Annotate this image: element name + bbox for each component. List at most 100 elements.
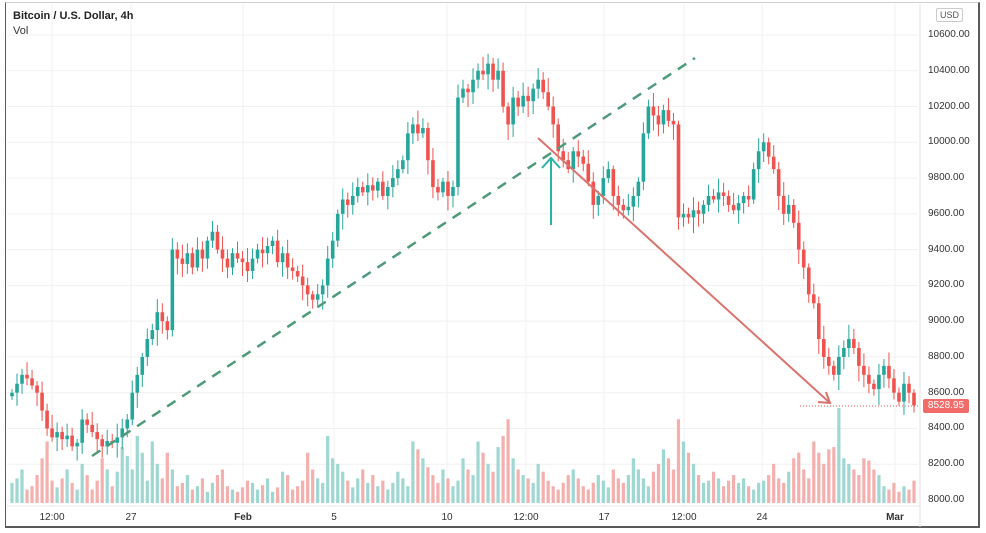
candle-body bbox=[416, 124, 420, 134]
volume-bar bbox=[200, 478, 205, 503]
candle-body bbox=[240, 258, 245, 263]
volume-bar bbox=[451, 486, 455, 503]
time-tick-label: Feb bbox=[234, 512, 252, 523]
price-tick-label: 10200.00 bbox=[928, 100, 970, 112]
candle-body bbox=[105, 440, 110, 447]
volume-bar bbox=[551, 486, 555, 503]
candle-body bbox=[391, 178, 395, 188]
volume-bar bbox=[541, 471, 545, 503]
price-tick-label: 8600.00 bbox=[928, 386, 965, 398]
candle-body bbox=[155, 312, 160, 331]
candle-body bbox=[561, 151, 566, 161]
candle-body bbox=[837, 356, 841, 375]
volume-bar bbox=[822, 463, 826, 503]
candle-body bbox=[205, 240, 210, 259]
candle-body bbox=[280, 253, 285, 263]
candle-body bbox=[531, 88, 535, 102]
volume-bar bbox=[50, 480, 54, 503]
volume-bar bbox=[105, 469, 109, 503]
volume-bar bbox=[165, 452, 169, 503]
candle-body bbox=[250, 258, 255, 272]
candle-body bbox=[872, 383, 876, 390]
candle-body bbox=[461, 88, 465, 98]
candle-body bbox=[40, 392, 44, 411]
candle-body bbox=[396, 169, 400, 179]
volume-bar bbox=[857, 475, 861, 503]
candle-body bbox=[847, 339, 851, 348]
volume-bar bbox=[832, 447, 836, 503]
volume-bar bbox=[481, 452, 485, 503]
candle-body bbox=[230, 253, 235, 268]
volume-bar bbox=[887, 489, 891, 503]
volume-bar bbox=[646, 486, 651, 503]
volume-bar bbox=[792, 458, 796, 503]
volume-bar bbox=[581, 486, 585, 503]
volume-bar bbox=[842, 458, 846, 503]
candle-body bbox=[516, 97, 520, 107]
volume-bar bbox=[456, 480, 460, 503]
volume-bar bbox=[235, 491, 240, 503]
volume-bar bbox=[872, 469, 876, 503]
candle-body bbox=[456, 97, 460, 188]
candle-body bbox=[471, 79, 475, 93]
candle-body bbox=[270, 240, 275, 247]
candle-body bbox=[671, 120, 676, 125]
volume-bar bbox=[195, 486, 200, 503]
candle-body bbox=[811, 294, 816, 304]
volume-bar bbox=[531, 482, 535, 503]
volume-bar bbox=[752, 489, 756, 503]
candle-body bbox=[691, 210, 696, 218]
candle-body bbox=[781, 195, 786, 214]
volume-bar bbox=[210, 482, 215, 503]
volume-bar bbox=[20, 469, 24, 503]
volume-bar bbox=[205, 491, 210, 503]
volume-bar bbox=[10, 482, 14, 503]
candle-body bbox=[586, 163, 591, 182]
volume-bar bbox=[546, 480, 550, 503]
volume-bar bbox=[471, 475, 475, 503]
volume-bar bbox=[386, 489, 390, 503]
candle-body bbox=[255, 249, 260, 259]
currency-badge[interactable]: USD bbox=[936, 8, 964, 22]
volume-bar bbox=[696, 475, 701, 503]
candle-body bbox=[606, 169, 611, 179]
volume-bar bbox=[110, 486, 114, 503]
volume-bar bbox=[757, 482, 761, 503]
candle-body bbox=[641, 133, 646, 182]
price-tick-label: 9600.00 bbox=[928, 207, 965, 219]
volume-bar bbox=[341, 471, 345, 503]
candle-body bbox=[481, 70, 485, 75]
volume-bar bbox=[812, 441, 816, 503]
candle-body bbox=[330, 240, 335, 259]
candle-body bbox=[541, 79, 545, 93]
volume-bar bbox=[240, 487, 245, 503]
volume-bar bbox=[120, 447, 124, 503]
volume-bar bbox=[391, 482, 395, 503]
time-tick-label: 12:00 bbox=[671, 512, 697, 523]
candle-body bbox=[130, 392, 135, 420]
price-tick-label: 9400.00 bbox=[928, 243, 965, 255]
volume-bar bbox=[316, 478, 320, 503]
volume-bar bbox=[306, 452, 310, 503]
time-tick-label: 12:00 bbox=[39, 512, 65, 523]
volume-bar bbox=[190, 489, 194, 503]
volume-bar bbox=[35, 475, 39, 503]
volume-bar bbox=[867, 460, 871, 503]
volume-bar bbox=[706, 480, 711, 503]
volume-bar bbox=[30, 486, 34, 503]
candle-body bbox=[907, 383, 911, 393]
candle-body bbox=[426, 128, 430, 161]
volume-bar bbox=[807, 478, 811, 503]
volume-bar bbox=[90, 489, 94, 503]
candle-body bbox=[852, 339, 856, 348]
candle-body bbox=[827, 356, 831, 366]
chart-title: Bitcoin / U.S. Dollar, 4h bbox=[13, 10, 134, 22]
candle-body bbox=[486, 63, 490, 75]
candle-body bbox=[245, 262, 250, 272]
candle-body bbox=[726, 195, 731, 205]
volume-bar bbox=[877, 475, 881, 503]
candle-body bbox=[756, 151, 761, 170]
volume-bar bbox=[311, 469, 315, 503]
candle-body bbox=[761, 142, 766, 152]
